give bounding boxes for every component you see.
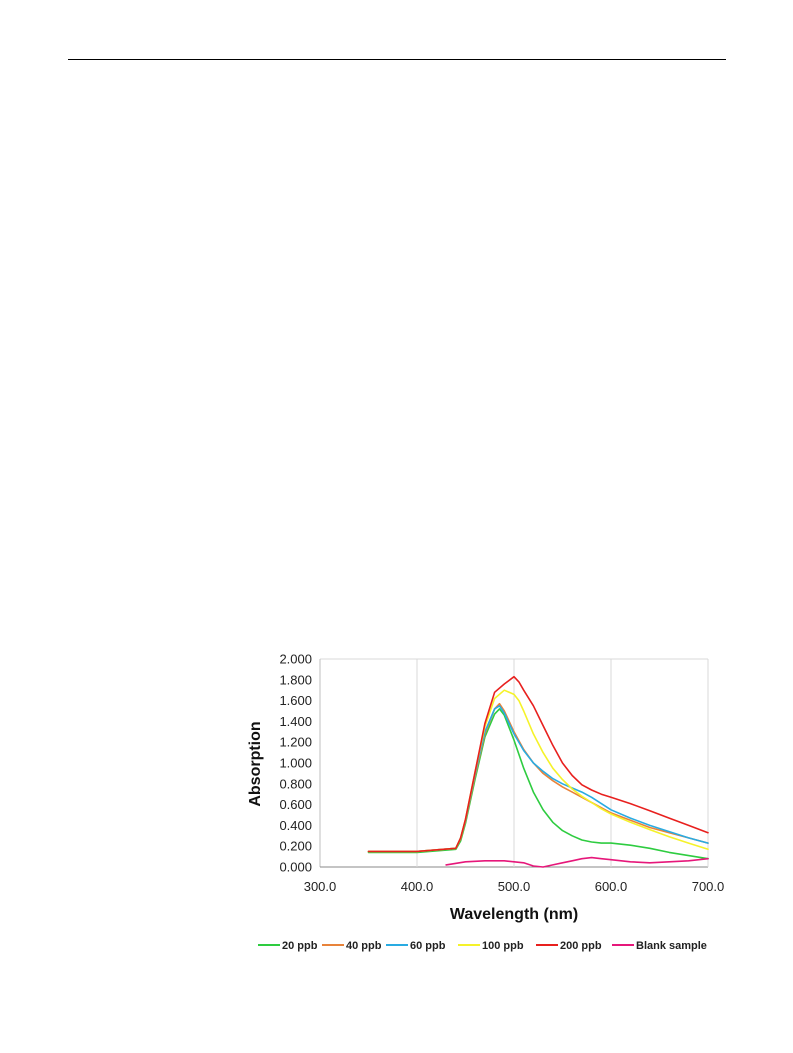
y-tick-label: 1.800: [279, 672, 312, 687]
y-tick-label: 0.400: [279, 818, 312, 833]
y-tick-label: 0.000: [279, 860, 312, 875]
legend: 20 ppb 40 ppb 60 ppb 100 ppb 200 ppb Blank sa…: [258, 940, 707, 952]
series-line-40-ppb: [367, 702, 709, 853]
y-tick-label: 1.600: [279, 693, 312, 708]
x-tick-label: 700.0: [692, 879, 725, 894]
y-tick-label: 1.400: [279, 714, 312, 729]
legend-label: 20 ppb: [282, 940, 318, 952]
legend-label: Blank sample: [636, 940, 707, 952]
x-axis-title: Wavelength (nm): [450, 906, 578, 923]
x-axis-ticks: 300.0 400.0 500.0 600.0 700.0: [304, 879, 725, 894]
legend-label: 40 ppb: [346, 940, 382, 952]
y-tick-label: 0.600: [279, 797, 312, 812]
x-tick-label: 400.0: [401, 879, 434, 894]
x-tick-label: 300.0: [304, 879, 337, 894]
y-axis-ticks: 0.000 0.200 0.400 0.600 0.800 1.000 1.200 1.400…: [279, 652, 312, 875]
y-tick-label: 1.200: [279, 735, 312, 750]
y-tick-label: 2.000: [279, 652, 312, 667]
x-tick-label: 500.0: [498, 879, 531, 894]
legend-label: 60 ppb: [410, 940, 446, 952]
series-lines: [367, 675, 709, 868]
y-tick-label: 0.200: [279, 839, 312, 854]
header-rule: [68, 59, 726, 60]
series-line-200-ppb: [367, 675, 709, 853]
y-axis-title: Absorption: [247, 721, 264, 806]
legend-label: 200 ppb: [560, 940, 602, 952]
legend-label: 100 ppb: [482, 940, 524, 952]
series-line-blank-sample: [445, 856, 709, 868]
series-line-20-ppb: [367, 708, 709, 860]
y-tick-label: 0.800: [279, 776, 312, 791]
x-tick-label: 600.0: [595, 879, 628, 894]
y-tick-label: 1.000: [279, 756, 312, 771]
